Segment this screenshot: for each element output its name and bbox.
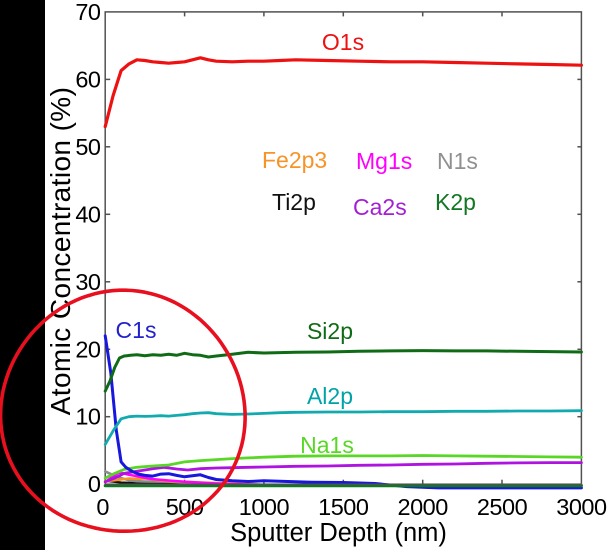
- svg-text:Si2p: Si2p: [307, 318, 353, 344]
- svg-text:K2p: K2p: [435, 189, 476, 215]
- svg-text:70: 70: [75, 0, 101, 25]
- svg-text:Ti2p: Ti2p: [272, 189, 316, 215]
- svg-text:30: 30: [75, 269, 101, 295]
- svg-text:10: 10: [75, 404, 101, 430]
- svg-text:3000: 3000: [556, 494, 607, 520]
- svg-text:0: 0: [88, 471, 101, 497]
- svg-text:Al2p: Al2p: [307, 383, 353, 409]
- svg-text:20: 20: [75, 336, 101, 362]
- svg-text:Mg1s: Mg1s: [356, 148, 412, 174]
- svg-text:2500: 2500: [477, 494, 528, 520]
- svg-text:N1s: N1s: [437, 148, 478, 174]
- svg-text:Atomic Concentration (%): Atomic Concentration (%): [45, 87, 76, 416]
- svg-text:Na1s: Na1s: [300, 432, 354, 458]
- svg-text:60: 60: [75, 66, 101, 92]
- svg-text:Ca2s: Ca2s: [353, 194, 407, 220]
- svg-text:C1s: C1s: [116, 317, 157, 343]
- svg-text:2000: 2000: [398, 494, 449, 520]
- svg-text:1000: 1000: [239, 494, 290, 520]
- svg-text:50: 50: [75, 134, 101, 160]
- svg-text:O1s: O1s: [322, 29, 364, 55]
- svg-text:0: 0: [96, 494, 109, 520]
- svg-text:Fe2p3: Fe2p3: [262, 147, 327, 173]
- svg-text:1500: 1500: [318, 494, 369, 520]
- svg-text:Sputter Depth (nm): Sputter Depth (nm): [230, 519, 447, 547]
- svg-text:40: 40: [75, 201, 101, 227]
